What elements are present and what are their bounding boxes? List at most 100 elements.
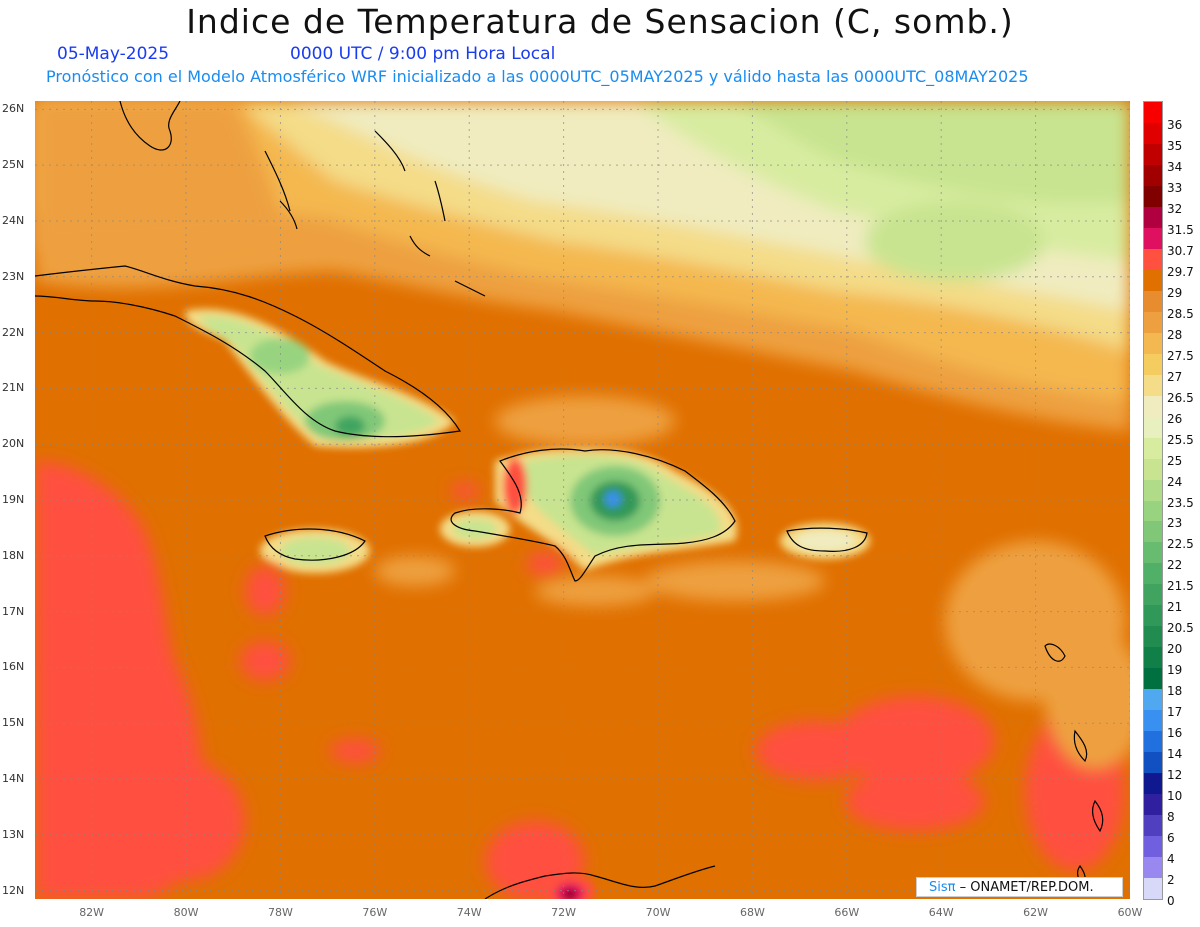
colorbar-segment — [1144, 626, 1162, 648]
colorbar-label: 24 — [1167, 474, 1183, 489]
lat-label: 15N — [2, 716, 25, 730]
lon-label: 66W — [834, 906, 860, 919]
colorbar-label: 31.5 — [1167, 222, 1194, 237]
colorbar-segment — [1144, 521, 1162, 543]
date-label: 05-May-2025 — [57, 44, 170, 64]
credit-text: – ONAMET/REP.DOM. — [959, 880, 1094, 895]
field-florida — [35, 101, 285, 251]
colorbar-label: 30.7 — [1167, 243, 1194, 258]
lat-label: 18N — [2, 548, 25, 562]
field-venezuela-hotspot — [545, 875, 595, 899]
colorbar-label: 29 — [1167, 285, 1183, 300]
colorbar-segment — [1144, 710, 1162, 732]
colorbar-segment — [1144, 500, 1162, 522]
colorbar-label: 6 — [1167, 831, 1175, 846]
lon-label: 76W — [362, 906, 388, 919]
lat-label: 22N — [2, 325, 25, 339]
lon-label: 78W — [267, 906, 293, 919]
field-warm-patches — [375, 396, 1130, 771]
colorbar-label: 0 — [1167, 894, 1175, 908]
colorbar-segment — [1144, 563, 1162, 585]
colorbar-label: 14 — [1167, 747, 1183, 762]
colorbar-label: 12 — [1167, 768, 1183, 783]
colorbar-segment — [1144, 206, 1162, 229]
lat-label: 17N — [2, 604, 25, 618]
colorbar-segment — [1144, 542, 1162, 564]
colorbar-label: 16 — [1167, 726, 1183, 741]
colorbar-label: 20 — [1167, 642, 1183, 657]
lon-label: 72W — [551, 906, 577, 919]
colorbar-segment — [1144, 857, 1162, 879]
colorbar-label: 22.5 — [1167, 537, 1194, 552]
colorbar-segment — [1144, 227, 1162, 250]
colorbar-segment — [1144, 836, 1162, 858]
credit-box: Sisπ – ONAMET/REP.DOM. — [916, 877, 1123, 897]
colorbar-label: 28.5 — [1167, 306, 1194, 321]
colorbar-segment — [1144, 353, 1162, 376]
lat-label: 24N — [2, 213, 25, 227]
colorbar-label: 10 — [1167, 789, 1183, 804]
colorbar-segment — [1144, 794, 1162, 816]
colorbar-segment — [1144, 647, 1162, 669]
colorbar-label: 18 — [1167, 684, 1183, 699]
colorbar-segment — [1144, 269, 1162, 292]
colorbar-segment — [1144, 164, 1162, 187]
lon-label: 82W — [79, 906, 105, 919]
colorbar-label: 33 — [1167, 180, 1183, 195]
colorbar-label: 35 — [1167, 138, 1183, 153]
field-hot-patches — [35, 461, 1125, 899]
colorbar-label: 26 — [1167, 411, 1183, 426]
lon-label: 62W — [1023, 906, 1049, 919]
colorbar-label: 29.7 — [1167, 264, 1194, 279]
lat-label: 14N — [2, 772, 25, 786]
colorbar-label: 17 — [1167, 705, 1183, 720]
lat-label: 23N — [2, 269, 25, 283]
colorbar-segment — [1144, 122, 1162, 145]
colorbar-segment — [1144, 773, 1162, 795]
colorbar-label: 34 — [1167, 159, 1183, 174]
coastlines — [35, 101, 1104, 899]
colorbar-segment — [1144, 395, 1162, 418]
colorbar-segment — [1144, 458, 1162, 481]
colorbar-label: 32 — [1167, 201, 1183, 216]
colorbar-segment — [1144, 752, 1162, 774]
lat-label: 25N — [2, 158, 25, 172]
colorbar-label: 21 — [1167, 600, 1183, 615]
lon-label: 70W — [645, 906, 671, 919]
lon-label: 68W — [739, 906, 765, 919]
credit-brand: Sisπ — [929, 880, 956, 895]
map-gridlines — [35, 101, 1130, 899]
colorbar-segment — [1144, 437, 1162, 460]
colorbar-label: 25.5 — [1167, 432, 1194, 447]
colorbar-segment — [1144, 584, 1162, 606]
colorbar-segment — [1144, 248, 1162, 271]
colorbar-segment — [1144, 332, 1162, 355]
colorbar-label: 4 — [1167, 852, 1175, 867]
field-cuba — [185, 309, 455, 448]
colorbar-segment — [1144, 102, 1162, 124]
colorbar-label: 27 — [1167, 369, 1183, 384]
lon-label: 60W — [1117, 906, 1143, 919]
lat-label: 26N — [2, 102, 25, 116]
colorbar — [1143, 101, 1163, 900]
colorbar-segment — [1144, 143, 1162, 166]
colorbar-label: 25 — [1167, 453, 1183, 468]
forecast-info: Pronóstico con el Modelo Atmosférico WRF… — [46, 67, 1029, 86]
map-title: Indice de Temperatura de Sensacion (C, s… — [186, 2, 1014, 41]
lat-label: 21N — [2, 381, 25, 395]
colorbar-segment — [1144, 815, 1162, 837]
field-north-band — [35, 101, 1130, 431]
colorbar-segment — [1144, 605, 1162, 627]
lat-label: 13N — [2, 827, 25, 841]
colorbar-label: 23 — [1167, 516, 1183, 531]
colorbar-label: 26.5 — [1167, 390, 1194, 405]
colorbar-segment — [1144, 878, 1162, 900]
map-canvas — [35, 101, 1130, 899]
temperature-map — [35, 101, 1130, 899]
colorbar-label: 19 — [1167, 663, 1183, 678]
colorbar-label: 28 — [1167, 327, 1183, 342]
colorbar-segment — [1144, 374, 1162, 397]
time-label: 0000 UTC / 9:00 pm Hora Local — [290, 44, 556, 64]
colorbar-segment — [1144, 416, 1162, 439]
colorbar-label: 36 — [1167, 117, 1183, 132]
